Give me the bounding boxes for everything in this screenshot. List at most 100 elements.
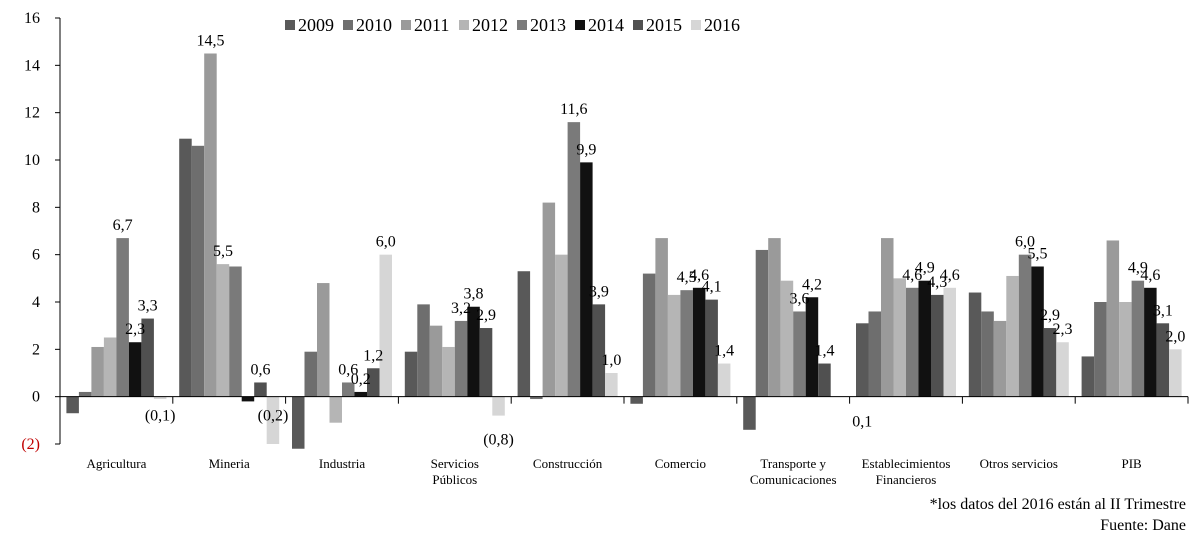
data-label: 3,9	[589, 283, 609, 300]
data-label: 5,5	[1028, 246, 1048, 263]
category-label: Agricultura	[86, 456, 146, 471]
bar-2013	[1131, 280, 1145, 397]
bar-2014	[805, 297, 819, 397]
y-tick-label: 0	[32, 389, 40, 406]
data-label: 4,1	[702, 279, 722, 296]
data-label: 6,7	[113, 217, 133, 234]
category-label: Construcción	[533, 456, 603, 471]
category-label: PIB	[1121, 456, 1142, 471]
y-tick-label: 14	[24, 57, 40, 74]
bar-2015	[367, 368, 380, 397]
data-label: 2,9	[1040, 307, 1060, 324]
category-label: Industria	[319, 456, 365, 471]
data-label: 1,0	[601, 352, 621, 369]
data-label: 2,3	[1053, 321, 1073, 338]
data-label: (0,8)	[483, 432, 514, 449]
bar-2016	[379, 254, 392, 397]
bar-2016	[153, 396, 167, 400]
bar-2016	[266, 396, 280, 444]
bar-2015	[705, 299, 718, 397]
bar-2011	[768, 238, 781, 397]
category-label: Comunicaciones	[750, 472, 837, 487]
bar-2010	[530, 396, 543, 400]
bar-2010	[304, 351, 317, 397]
data-label: 4,3	[927, 274, 947, 291]
legend-label: 2010	[356, 15, 392, 35]
data-label: 3,6	[789, 290, 809, 307]
bar-2016	[605, 373, 618, 397]
bar-2012	[103, 337, 117, 397]
bar-2011	[881, 238, 894, 397]
category-label: Comercio	[655, 456, 706, 471]
bar-2016	[1169, 349, 1182, 397]
bar-2011	[542, 202, 556, 397]
bar-2009	[517, 271, 531, 397]
y-tick-label: 12	[24, 105, 40, 122]
bar-2012	[442, 346, 455, 397]
bar-2016	[1056, 342, 1069, 397]
bar-2016	[717, 363, 731, 397]
bar-2014	[1031, 266, 1044, 397]
bar-2013	[342, 382, 355, 397]
data-label: 4,2	[802, 276, 822, 293]
bar-2015	[818, 363, 831, 397]
bar-2009	[856, 323, 869, 397]
y-tick-label: 4	[32, 294, 40, 311]
bar-2011	[429, 325, 443, 397]
data-label: 2,9	[476, 307, 496, 324]
data-label: 4,9	[915, 260, 935, 277]
data-label: 0,6	[338, 361, 358, 378]
bar-2013	[229, 266, 242, 397]
bar-2015	[479, 328, 493, 397]
data-label: 4,6	[940, 267, 960, 284]
bar-2009	[292, 396, 305, 449]
bar-2014	[128, 342, 142, 397]
data-label: 1,4	[814, 343, 834, 360]
y-tick-label: (2)	[21, 436, 40, 453]
bar-2009	[968, 292, 982, 397]
bar-2014	[467, 306, 480, 397]
bar-2015	[1043, 328, 1057, 397]
y-tick-label: 10	[24, 152, 40, 169]
legend-swatch-2011	[401, 20, 411, 30]
legend-label: 2009	[298, 15, 334, 35]
bar-2011	[993, 320, 1007, 397]
bar-2011	[91, 346, 104, 397]
data-label: 4,6	[689, 267, 709, 284]
data-label: 2,3	[125, 321, 145, 338]
bar-2013	[567, 122, 581, 397]
bar-2014	[241, 396, 255, 402]
data-label: 14,5	[196, 33, 224, 50]
category-label: Financieros	[876, 472, 937, 487]
bar-2012	[1006, 275, 1019, 397]
bar-2011	[204, 53, 217, 397]
bar-2014	[918, 280, 931, 397]
bar-2010	[642, 273, 656, 397]
data-label: 11,6	[560, 101, 587, 118]
bar-2012	[893, 278, 906, 397]
category-label: Públicos	[432, 472, 477, 487]
category-label: Servicios	[431, 456, 479, 471]
bar-2015	[931, 294, 944, 397]
bar-2009	[630, 396, 643, 404]
data-label: 4,6	[1140, 267, 1160, 284]
data-label: 0,2	[351, 371, 371, 388]
bar-2012	[667, 294, 681, 397]
data-label: 6,0	[376, 234, 396, 251]
legend-swatch-2010	[343, 20, 353, 30]
bar-2011	[1106, 240, 1120, 397]
data-label: 9,9	[576, 141, 596, 158]
legend-swatch-2016	[691, 20, 701, 30]
bar-2014	[692, 287, 706, 397]
bar-2010	[868, 311, 881, 397]
bar-2010	[1094, 302, 1107, 397]
category-label: Otros servicios	[980, 456, 1058, 471]
legend-swatch-2015	[633, 20, 643, 30]
category-label: Transporte y	[760, 456, 826, 471]
bar-2012	[780, 280, 794, 397]
data-label: (0,2)	[258, 408, 289, 425]
bar-2010	[191, 145, 205, 397]
bar-2013	[116, 238, 129, 397]
footnote: *los datos del 2016 están al II Trimestr…	[929, 496, 1186, 513]
